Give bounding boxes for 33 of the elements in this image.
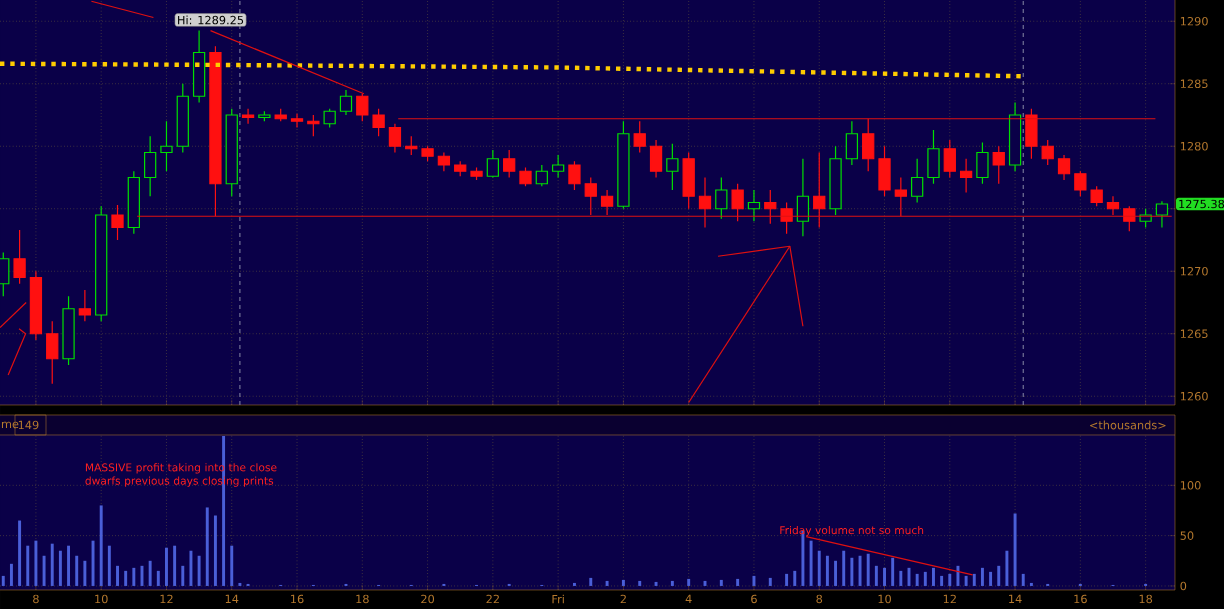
y-tick-label: 1280 [1180, 141, 1208, 151]
x-tick-label: 18 [356, 594, 369, 604]
x-tick-label: 18 [1139, 594, 1153, 604]
x-tick-label: 8 [816, 594, 823, 604]
annotation: Hi: 1289.25 [178, 15, 244, 25]
x-tick-label: 4 [685, 594, 692, 603]
text: 149 [18, 420, 39, 430]
x-tick-label: 12 [943, 594, 956, 604]
x-tick-label: 12 [160, 594, 173, 604]
y-tick-label: 50 [1180, 531, 1194, 540]
text: me [1, 421, 19, 429]
y-tick-label: 1265 [1180, 329, 1208, 339]
x-tick-label: 10 [95, 594, 108, 604]
y-tick-label: 1285 [1180, 79, 1208, 89]
annotation: Friday volume not so much [780, 525, 924, 537]
x-tick-label: 16 [1074, 594, 1087, 604]
text: <thousands> [1090, 420, 1166, 430]
x-tick-label: 20 [421, 594, 435, 604]
x-tick-label: 14 [225, 594, 239, 603]
y-tick-label: 0 [1180, 581, 1187, 591]
x-tick-label: 22 [486, 594, 499, 604]
y-tick-label: 100 [1180, 481, 1201, 490]
x-tick-label: 14 [1009, 594, 1022, 603]
annotation: 1275.38 [1179, 199, 1224, 209]
y-tick-label: 1270 [1180, 266, 1208, 276]
y-tick-label: 1260 [1180, 391, 1208, 401]
x-tick-label: 6 [751, 594, 757, 604]
x-tick-label: Fri [552, 594, 564, 604]
y-tick-label: 1290 [1180, 16, 1208, 26]
x-tick-label: 16 [291, 594, 304, 604]
x-tick-label: 8 [33, 594, 39, 604]
x-tick-label: 10 [878, 594, 891, 604]
x-tick-label: 2 [620, 594, 626, 604]
